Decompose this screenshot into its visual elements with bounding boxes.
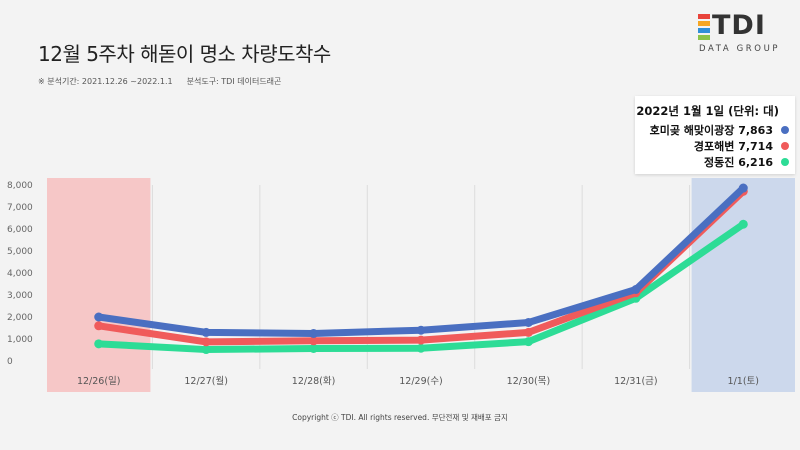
y-tick-label: 0 — [7, 357, 13, 367]
x-tick-label: 12/31(금) — [614, 376, 658, 387]
y-tick-label: 8,000 — [7, 181, 33, 191]
x-tick-label: 1/1(토) — [728, 376, 759, 387]
legend-item-jeongdongjin: 정동진 6,216 — [704, 154, 789, 170]
data-point — [201, 345, 211, 355]
y-tick-label: 6,000 — [7, 225, 33, 235]
data-point — [416, 343, 426, 353]
tdi-logo-mark — [698, 14, 710, 40]
x-tick-label: 12/28(화) — [292, 376, 336, 387]
legend-title: 2022년 1월 1일 (단위: 대) — [636, 104, 779, 118]
data-point — [94, 312, 104, 322]
legend-dot-icon — [781, 126, 789, 134]
logo-subtitle: DATA GROUP — [699, 44, 781, 54]
data-point — [523, 337, 533, 347]
series-line — [95, 184, 747, 337]
y-tick-label: 5,000 — [7, 247, 33, 257]
highlight-band — [691, 178, 795, 392]
analysis-tool: 분석도구: TDI 데이터드래곤 — [186, 77, 282, 86]
data-point — [416, 335, 426, 345]
x-tick-label: 12/30(목) — [507, 376, 551, 387]
legend-label: 정동진 6,216 — [704, 156, 773, 169]
legend-item-gyeongpo: 경포해변 7,714 — [694, 138, 789, 154]
data-point — [94, 339, 104, 349]
x-tick-label: 12/27(월) — [184, 375, 228, 387]
page-title: 12월 5주차 해돋이 명소 차량도착수 — [38, 42, 331, 66]
copyright-footer: Copyright ⓒ TDI. All rights reserved. 무단… — [292, 413, 508, 422]
legend-item-homigot: 호미곶 해맞이광장 7,863 — [650, 122, 789, 138]
legend-label: 경포해변 7,714 — [693, 140, 773, 153]
data-point — [201, 337, 211, 347]
data-point — [738, 219, 748, 229]
data-point — [94, 321, 104, 331]
data-point — [523, 318, 533, 327]
legend-dot-icon — [781, 142, 789, 150]
series-line — [95, 187, 747, 346]
analysis-note: ※ 분석기간: 2021.12.26 ~2022.1.1 분석도구: TDI 데이… — [38, 76, 281, 87]
data-point — [309, 336, 319, 346]
data-point — [631, 285, 641, 294]
y-tick-label: 4,000 — [7, 269, 33, 279]
data-point — [309, 329, 319, 338]
highlight-band — [47, 178, 151, 392]
y-tick-label: 1,000 — [7, 335, 33, 345]
analysis-period: ※ 분석기간: 2021.12.26 ~2022.1.1 — [38, 77, 173, 86]
data-point — [201, 327, 211, 337]
data-point — [309, 343, 319, 353]
y-tick-label: 7,000 — [7, 203, 33, 213]
data-point — [523, 327, 533, 337]
legend-dot-icon — [781, 158, 789, 166]
logo-text: TDI — [712, 10, 766, 41]
legend-box: 2022년 1월 1일 (단위: 대) 호미곶 해맞이광장 7,863 경포해변… — [635, 96, 795, 174]
x-tick-label: 12/29(수) — [399, 376, 443, 387]
legend-label: 호미곶 해맞이광장 7,863 — [649, 124, 773, 137]
x-tick-label: 12/26(일) — [77, 376, 121, 387]
y-tick-label: 3,000 — [7, 291, 33, 301]
y-tick-label: 2,000 — [7, 313, 33, 323]
data-point — [738, 183, 748, 193]
data-point — [416, 325, 426, 335]
